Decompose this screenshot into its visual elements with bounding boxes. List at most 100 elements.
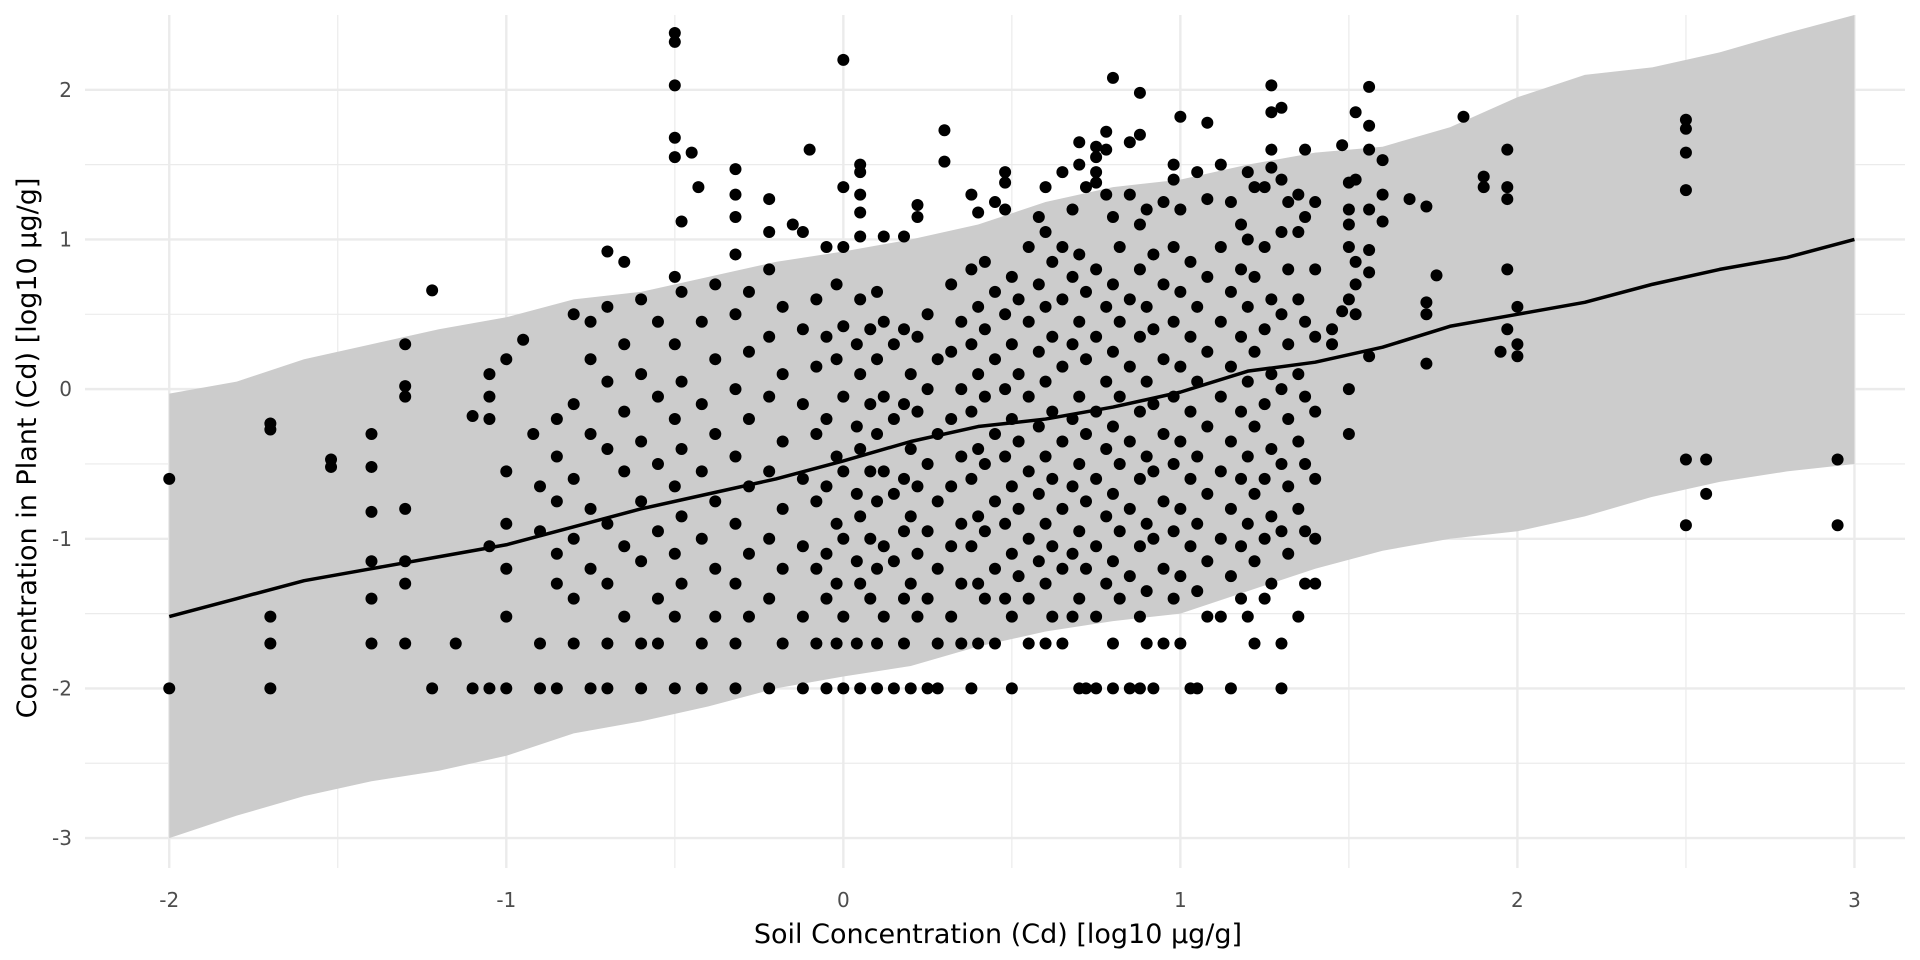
data-point — [1282, 547, 1295, 560]
data-point — [1342, 240, 1355, 253]
data-point — [830, 637, 843, 650]
data-point — [1292, 188, 1305, 201]
data-point — [1363, 350, 1376, 363]
data-point — [483, 390, 496, 403]
data-point — [1147, 532, 1160, 545]
data-point — [820, 413, 833, 426]
data-point — [584, 428, 597, 441]
data-point — [1501, 323, 1514, 336]
data-point — [1275, 637, 1288, 650]
data-point — [1056, 166, 1069, 179]
data-point — [584, 315, 597, 328]
data-point — [1282, 338, 1295, 351]
data-point — [864, 323, 877, 336]
data-point — [1235, 330, 1248, 343]
data-point — [820, 547, 833, 560]
data-point — [1073, 592, 1086, 605]
data-point — [668, 131, 681, 144]
data-point — [1831, 519, 1844, 532]
data-point — [1073, 457, 1086, 470]
data-point — [1133, 472, 1146, 485]
data-point — [1292, 368, 1305, 381]
data-point — [796, 472, 809, 485]
data-point — [601, 245, 614, 258]
data-point — [864, 532, 877, 545]
data-point — [921, 525, 934, 538]
data-point — [651, 525, 664, 538]
data-point — [1477, 170, 1490, 183]
data-point — [1090, 263, 1103, 276]
data-point — [945, 345, 958, 358]
data-point — [365, 555, 378, 568]
data-point — [999, 383, 1012, 396]
data-point — [1191, 682, 1204, 695]
data-point — [1265, 577, 1278, 590]
data-point — [1275, 682, 1288, 695]
data-point — [483, 368, 496, 381]
data-point — [1005, 480, 1018, 493]
data-point — [877, 610, 890, 623]
data-point — [837, 390, 850, 403]
data-point — [1420, 357, 1433, 370]
data-point — [796, 225, 809, 238]
data-point — [584, 682, 597, 695]
data-point — [931, 637, 944, 650]
data-point — [1106, 555, 1119, 568]
data-point — [1080, 181, 1092, 194]
data-point — [931, 562, 944, 575]
data-point — [877, 315, 890, 328]
data-point — [1100, 577, 1113, 590]
data-point — [1299, 211, 1312, 224]
data-point — [989, 196, 1001, 209]
data-point — [1066, 547, 1079, 560]
data-point — [1090, 166, 1103, 179]
data-point — [1157, 278, 1170, 291]
data-point — [550, 495, 563, 508]
data-point — [1167, 592, 1180, 605]
data-point — [1066, 338, 1079, 351]
data-point — [1430, 269, 1443, 282]
data-point — [1140, 637, 1153, 650]
data-point — [399, 380, 412, 393]
x-axis-ticks: -2 -1 0 1 2 3 — [159, 888, 1861, 912]
data-point — [1275, 525, 1288, 538]
data-point — [837, 532, 850, 545]
data-point — [695, 532, 708, 545]
data-point — [854, 442, 867, 455]
data-point — [1080, 682, 1092, 695]
data-point — [1056, 562, 1069, 575]
data-point — [1022, 240, 1035, 253]
data-point — [1191, 585, 1204, 598]
data-point — [1012, 502, 1025, 515]
data-point — [729, 682, 742, 695]
data-point — [1299, 457, 1312, 470]
data-point — [830, 577, 843, 590]
data-point — [1258, 240, 1271, 253]
data-point — [1235, 218, 1248, 231]
data-point — [999, 176, 1012, 189]
data-point — [1184, 405, 1197, 418]
data-point — [972, 577, 985, 590]
data-point — [810, 562, 823, 575]
data-point — [898, 398, 910, 411]
data-point — [1032, 211, 1045, 224]
data-point — [1080, 495, 1092, 508]
data-point — [1201, 420, 1214, 433]
data-point — [1140, 585, 1153, 598]
data-point — [1140, 517, 1153, 530]
data-point — [550, 450, 563, 463]
data-point — [550, 577, 563, 590]
data-point — [1258, 398, 1271, 411]
data-point — [365, 505, 378, 518]
y-axis-ticks: -3 -2 -1 0 1 2 — [52, 78, 72, 850]
data-point — [1265, 79, 1278, 92]
data-point — [1032, 278, 1045, 291]
data-point — [945, 610, 958, 623]
data-point — [1501, 181, 1514, 194]
data-point — [1022, 532, 1035, 545]
data-point — [1201, 555, 1214, 568]
data-point — [1174, 285, 1187, 298]
data-point — [1363, 143, 1376, 156]
data-point — [1174, 435, 1187, 448]
